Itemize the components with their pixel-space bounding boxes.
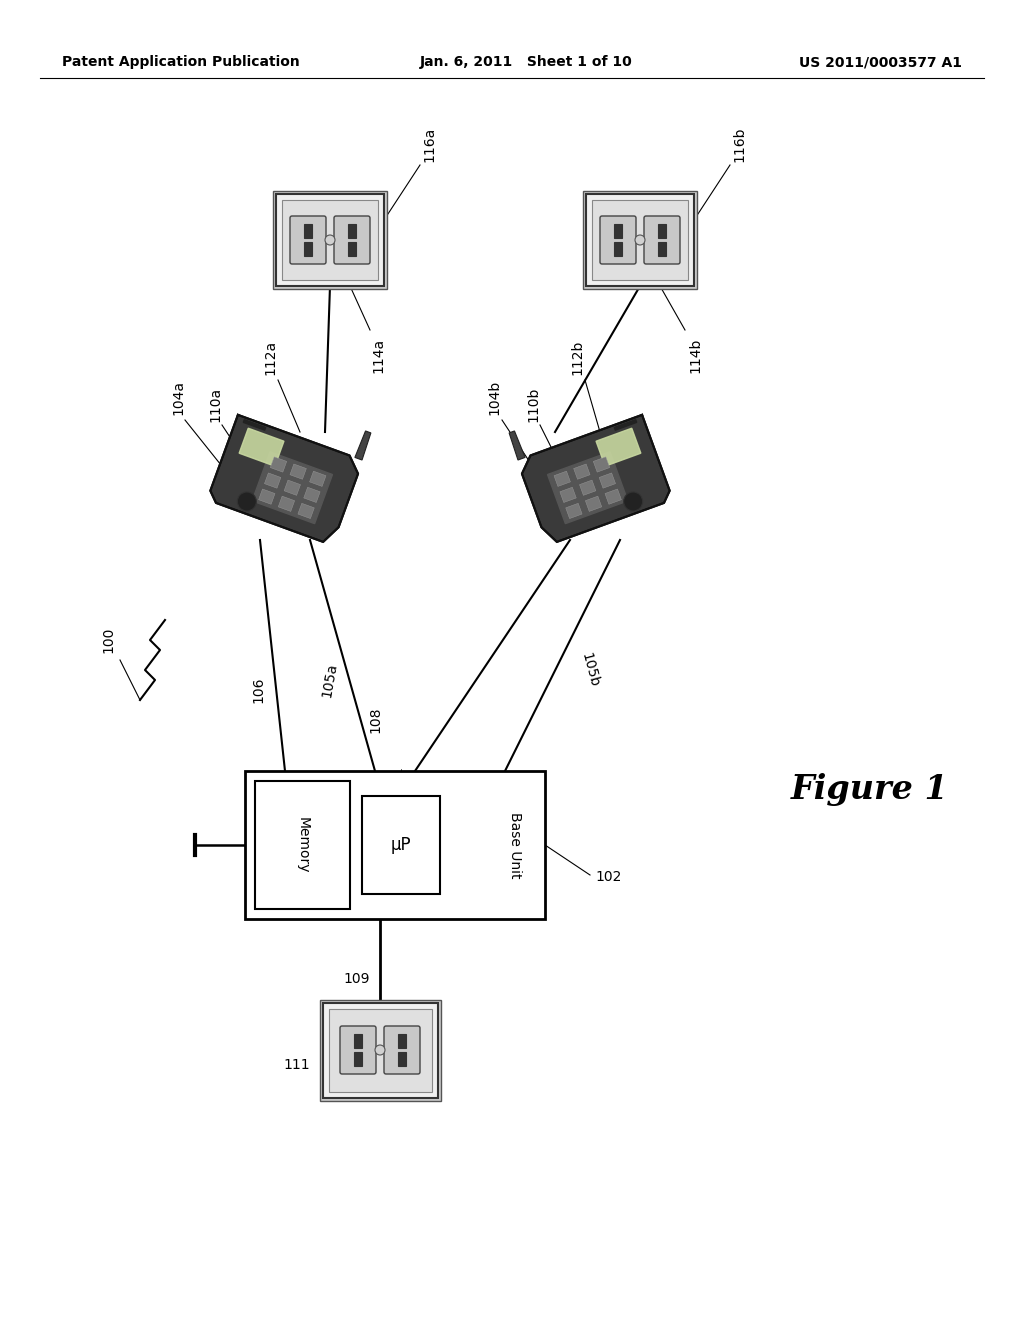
Polygon shape xyxy=(304,487,321,503)
Text: 104a: 104a xyxy=(171,380,185,414)
Polygon shape xyxy=(548,451,628,524)
Polygon shape xyxy=(270,457,287,473)
Polygon shape xyxy=(614,420,637,430)
Text: 112b: 112b xyxy=(570,339,584,375)
Circle shape xyxy=(375,1045,385,1055)
Text: 112a: 112a xyxy=(263,339,278,375)
Polygon shape xyxy=(586,496,602,511)
Bar xyxy=(304,242,312,256)
Bar xyxy=(583,191,697,289)
Polygon shape xyxy=(593,457,609,473)
Bar xyxy=(319,999,440,1101)
Polygon shape xyxy=(309,471,326,487)
FancyBboxPatch shape xyxy=(290,216,326,264)
Polygon shape xyxy=(284,480,300,495)
Text: 114b: 114b xyxy=(688,338,702,374)
Text: Memory: Memory xyxy=(296,817,309,874)
Text: Figure 1: Figure 1 xyxy=(792,774,949,807)
Polygon shape xyxy=(560,487,577,503)
Polygon shape xyxy=(264,473,281,488)
Circle shape xyxy=(325,235,335,246)
Polygon shape xyxy=(509,430,525,459)
FancyBboxPatch shape xyxy=(600,216,636,264)
Text: 108: 108 xyxy=(368,706,382,733)
Bar xyxy=(304,224,312,238)
Polygon shape xyxy=(580,480,596,495)
Bar xyxy=(354,1034,362,1048)
Text: μP: μP xyxy=(391,836,412,854)
Circle shape xyxy=(635,235,645,246)
Text: US 2011/0003577 A1: US 2011/0003577 A1 xyxy=(799,55,962,69)
Text: Patent Application Publication: Patent Application Publication xyxy=(62,55,300,69)
Bar xyxy=(658,224,666,238)
Bar xyxy=(282,201,378,280)
Polygon shape xyxy=(522,414,670,543)
Text: 116a: 116a xyxy=(422,127,436,162)
Text: 114a: 114a xyxy=(371,338,385,374)
Bar xyxy=(362,796,440,894)
Polygon shape xyxy=(599,473,615,488)
Text: 100: 100 xyxy=(101,627,115,653)
Text: 104b: 104b xyxy=(487,380,501,414)
Bar xyxy=(255,781,350,909)
Polygon shape xyxy=(583,437,652,471)
Polygon shape xyxy=(605,488,622,504)
Polygon shape xyxy=(227,437,297,471)
Text: 102: 102 xyxy=(595,870,622,884)
Polygon shape xyxy=(298,503,314,519)
Circle shape xyxy=(624,492,643,511)
Text: 105a: 105a xyxy=(321,661,340,698)
Polygon shape xyxy=(565,503,582,519)
Polygon shape xyxy=(240,428,284,466)
Polygon shape xyxy=(244,420,265,430)
Text: 106: 106 xyxy=(251,677,265,704)
Polygon shape xyxy=(554,471,570,487)
Text: 116b: 116b xyxy=(732,127,746,162)
Polygon shape xyxy=(259,488,275,504)
Bar xyxy=(276,194,384,286)
Text: 111: 111 xyxy=(284,1059,310,1072)
Bar xyxy=(245,771,545,919)
Text: 110a: 110a xyxy=(208,387,222,422)
Bar xyxy=(614,242,622,256)
Text: 105b: 105b xyxy=(579,651,601,689)
FancyBboxPatch shape xyxy=(334,216,370,264)
Text: Base Unit: Base Unit xyxy=(508,812,522,878)
Text: 109: 109 xyxy=(343,972,370,986)
Bar xyxy=(658,242,666,256)
Circle shape xyxy=(238,492,256,511)
Bar xyxy=(348,224,356,238)
FancyBboxPatch shape xyxy=(384,1026,420,1074)
Text: 110b: 110b xyxy=(526,387,540,422)
Bar xyxy=(592,201,688,280)
Text: Jan. 6, 2011   Sheet 1 of 10: Jan. 6, 2011 Sheet 1 of 10 xyxy=(420,55,633,69)
Polygon shape xyxy=(596,428,641,466)
Bar xyxy=(348,242,356,256)
FancyBboxPatch shape xyxy=(644,216,680,264)
Bar xyxy=(586,194,694,286)
Bar xyxy=(273,191,387,289)
Bar xyxy=(354,1052,362,1067)
Bar xyxy=(398,1034,406,1048)
Polygon shape xyxy=(290,465,306,479)
Bar xyxy=(614,224,622,238)
Bar xyxy=(329,1008,431,1092)
Bar xyxy=(398,1052,406,1067)
FancyBboxPatch shape xyxy=(340,1026,376,1074)
Polygon shape xyxy=(252,451,333,524)
Polygon shape xyxy=(279,496,295,511)
Bar xyxy=(323,1002,437,1097)
Polygon shape xyxy=(355,430,371,459)
Polygon shape xyxy=(573,465,590,479)
Polygon shape xyxy=(210,414,358,543)
